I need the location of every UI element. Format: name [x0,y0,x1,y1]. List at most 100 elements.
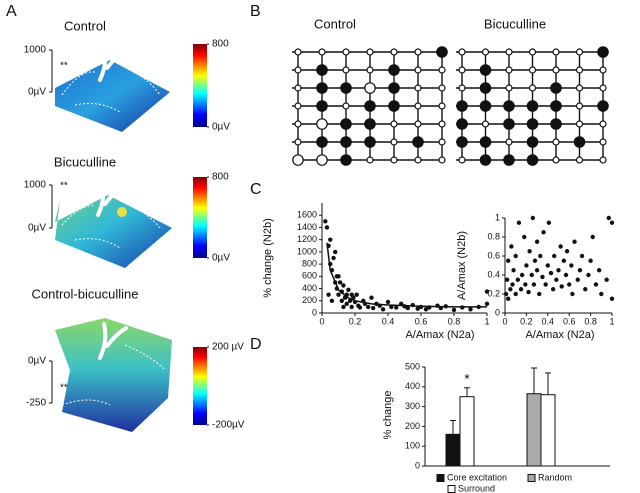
point [333,249,338,255]
grid-node [528,84,537,92]
contour [61,344,166,406]
grid-node [552,156,560,164]
grid-node [436,46,448,58]
x-tick-label: 0.4 [382,316,395,326]
grid-node [505,84,513,92]
grid-node [414,102,422,110]
grid-node [456,136,468,148]
x-axis-label: A/Amax (N2a) [525,329,594,341]
point [556,268,561,273]
point [563,272,569,278]
grid-node [318,48,326,56]
grid-node [294,102,302,110]
point [541,230,546,235]
grid-node [390,48,398,56]
grid-node [505,66,513,74]
point [341,304,346,310]
z-tick-label: 0µV [28,223,46,234]
annotation: ** [60,61,68,72]
y-axis-label: % change [382,391,394,440]
legend-swatch [436,474,445,482]
contour [61,204,161,249]
annotation: ** [60,181,68,192]
panel-label: A [6,3,17,20]
grid-node [552,138,560,146]
panel-label: D [250,336,262,353]
point [529,272,534,278]
grid-node [479,136,492,148]
point [567,282,572,287]
annotation: ** [60,383,68,394]
fit-line [326,242,487,308]
grid-node [599,120,607,128]
point [527,249,532,254]
colorbar-tick-label: 800 [212,39,229,50]
grid-node [388,82,400,94]
colorbar [193,177,207,258]
point [451,307,457,313]
point [577,268,583,273]
grid-node [552,48,560,56]
point [554,277,559,282]
grid-node [552,66,560,74]
point [558,244,563,249]
point [334,274,340,279]
grid-node [340,118,352,130]
point [559,284,564,289]
x-tick-label: 1 [484,316,489,326]
point [394,305,399,310]
point [526,289,531,295]
point [484,301,490,307]
colorbar-tick-label: -200µV [212,420,245,431]
bar [459,396,475,467]
grid-node [364,118,376,130]
y-tick-label: 0 [312,307,317,317]
y-tick-label: 0.6 [487,250,500,260]
y-tick-label: 300 [405,401,420,411]
x-tick-label: 0.6 [415,316,428,326]
y-tick-label: 500 [405,361,420,371]
point [324,225,330,230]
bar [540,394,556,467]
grid-node [479,154,492,166]
point [349,292,354,297]
x-tick-label: 0.8 [448,316,461,326]
point [423,307,429,312]
point [593,282,599,287]
point [405,305,410,311]
grid-title: Bicuculline [484,16,546,31]
y-axis-label: % change (N2b) [262,218,274,298]
grid-node [575,48,584,56]
colorbar-tick-label: 0µV [212,253,230,264]
grid-node [340,82,352,94]
point [548,270,554,276]
grid-node [316,136,328,148]
point [337,280,343,285]
grid-node [294,138,302,146]
grid-node [481,48,490,56]
y-tick-label: 1000 [297,246,317,256]
point [515,277,521,282]
z-tick-label: 0µV [28,87,46,98]
grid-node [528,48,537,56]
surface [55,60,170,132]
surface-shapes [55,44,172,432]
grid-node [364,82,376,94]
grid-node [294,84,302,92]
point [530,215,536,221]
point [546,220,552,225]
y-tick-label: 200 [302,295,317,305]
point [509,244,514,249]
electrode-mark [98,44,128,82]
y-tick-label: 0 [495,307,500,317]
bar [445,433,461,467]
point [522,234,527,240]
grid-node [599,138,607,146]
y-axis-label: A/Amax (N2b) [456,231,468,300]
grid-node [599,156,607,164]
point [468,307,473,312]
grid-node [479,64,492,76]
point [609,220,615,225]
